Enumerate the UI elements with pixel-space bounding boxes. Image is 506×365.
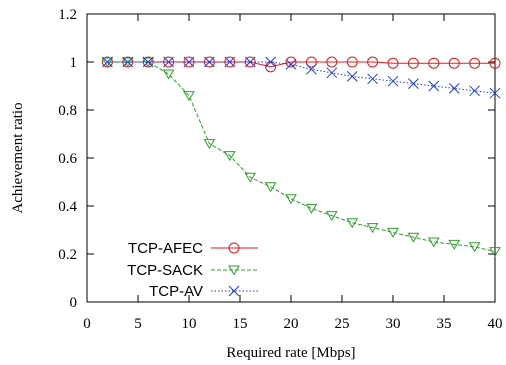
series-tcp-sack <box>101 57 501 258</box>
x-tick-label: 15 <box>233 316 248 332</box>
x-axis-label: Required rate [Mbps] <box>226 345 355 361</box>
data-point-tcp-sack <box>101 57 114 68</box>
x-tick-label: 35 <box>437 316 452 332</box>
data-point-tcp-afec <box>428 57 440 69</box>
x-tick-label: 30 <box>386 316 401 332</box>
data-point-tcp-afec <box>305 56 317 68</box>
y-tick-label: 1.2 <box>58 7 77 23</box>
legend: TCP-AFEC TCP-SACK TCP-AV <box>127 240 258 300</box>
data-point-tcp-av <box>326 67 338 79</box>
series-layer <box>101 56 501 258</box>
data-point-tcp-av <box>122 56 134 68</box>
data-point-tcp-sack <box>407 232 420 243</box>
data-point-tcp-afec <box>407 57 419 69</box>
y-axis-label: Achievement ratio <box>10 102 26 213</box>
legend-marker-tcp-av <box>228 285 240 297</box>
data-point-tcp-afec <box>489 57 501 69</box>
data-point-tcp-av <box>448 83 460 94</box>
data-point-tcp-av <box>387 75 399 87</box>
data-point-tcp-afec <box>367 56 379 68</box>
data-point-tcp-sack <box>448 239 461 250</box>
data-point-tcp-av <box>102 56 113 68</box>
data-point-tcp-afec <box>469 57 481 69</box>
data-point-tcp-sack <box>183 91 195 102</box>
y-tick-label: 0 <box>70 295 78 311</box>
data-point-tcp-sack <box>366 223 379 234</box>
data-point-tcp-sack <box>264 182 277 193</box>
y-tick-label: 0.6 <box>58 151 77 167</box>
data-point-tcp-av <box>142 56 154 68</box>
series-tcp-afec <box>101 56 501 73</box>
data-point-tcp-av <box>489 87 501 99</box>
data-point-tcp-av <box>285 59 297 70</box>
y-tick-label: 1 <box>70 55 78 71</box>
data-point-tcp-sack <box>427 237 440 248</box>
x-tick-label: 25 <box>335 316 350 332</box>
legend-label-tcp-sack: TCP-SACK <box>127 262 203 279</box>
legend-marker-tcp-sack <box>228 265 240 276</box>
data-point-tcp-sack <box>285 194 297 205</box>
data-point-tcp-av <box>204 56 215 68</box>
data-point-tcp-sack <box>305 203 318 214</box>
data-point-tcp-sack <box>346 218 359 229</box>
y-tick-label: 0.2 <box>58 247 77 263</box>
data-point-tcp-sack <box>489 247 501 258</box>
data-point-tcp-afec <box>448 57 460 69</box>
series-tcp-av <box>102 56 501 99</box>
data-point-tcp-afec <box>326 56 338 68</box>
data-point-tcp-av <box>224 56 236 68</box>
data-point-tcp-sack <box>223 151 236 162</box>
data-point-tcp-sack <box>325 211 338 222</box>
x-tick-label: 5 <box>134 316 142 332</box>
data-point-tcp-sack <box>203 139 216 150</box>
data-point-tcp-av <box>306 63 317 75</box>
data-point-tcp-afec <box>203 56 215 68</box>
data-point-tcp-afec <box>285 56 297 68</box>
data-point-tcp-sack <box>244 172 257 183</box>
data-point-tcp-sack <box>468 242 481 253</box>
data-point-tcp-afec <box>387 57 399 69</box>
data-point-tcp-av <box>408 78 419 89</box>
legend-label-tcp-av: TCP-AV <box>149 283 203 300</box>
legend-marker-tcp-afec <box>228 242 240 254</box>
data-point-tcp-av <box>244 56 256 68</box>
series-line-tcp-afec <box>107 61 495 68</box>
ticks: 0 5 10 15 20 25 30 35 40 0 0.2 0.4 0.6 0.8 1 1.2 <box>58 7 502 332</box>
x-tick-label: 20 <box>284 316 299 332</box>
data-point-tcp-sack <box>387 227 399 238</box>
y-tick-label: 0.4 <box>58 199 77 215</box>
data-point-tcp-av <box>346 71 358 82</box>
x-tick-label: 40 <box>488 316 503 332</box>
data-point-tcp-av <box>469 85 480 97</box>
data-point-tcp-afec <box>346 56 358 68</box>
data-point-tcp-av <box>367 73 378 85</box>
y-tick-label: 0.8 <box>58 103 77 119</box>
data-point-tcp-av <box>428 80 440 92</box>
data-point-tcp-sack <box>162 69 175 80</box>
data-point-tcp-av <box>265 56 276 68</box>
data-point-tcp-av <box>163 56 174 68</box>
x-tick-label: 0 <box>83 316 91 332</box>
legend-label-tcp-afec: TCP-AFEC <box>128 240 203 257</box>
x-tick-label: 10 <box>182 316 197 332</box>
series-line-tcp-sack <box>107 61 496 253</box>
data-point-tcp-afec <box>183 56 195 68</box>
data-point-tcp-av <box>183 56 195 68</box>
